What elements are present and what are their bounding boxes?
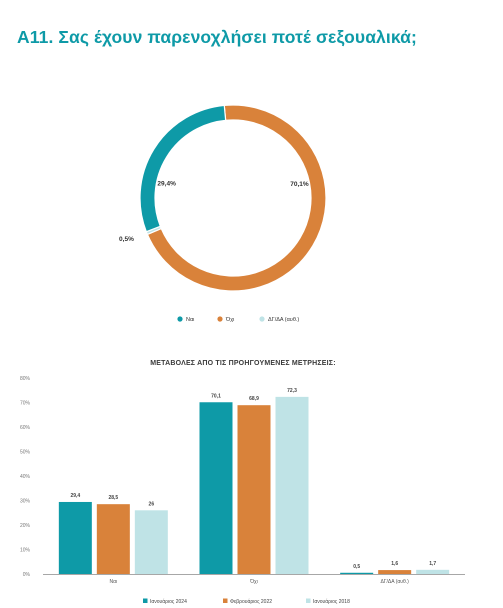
- y-tick-label: 30%: [20, 499, 31, 505]
- bar-nai-series-2: [96, 504, 130, 574]
- bar-legend-series-3: Ιανουάριος 2018: [306, 598, 350, 605]
- bar-nai-series-1: [58, 501, 92, 574]
- donut-chart: 29,4% 70,1% 0,5% Ναι Όχι ΔΓ/ΔΑ (αυθ.): [119, 104, 327, 323]
- bar-dk-series-3: [416, 569, 450, 574]
- bar-dk-series-1: [340, 572, 374, 574]
- bar-value-label-dk-series-3: 1,7: [429, 561, 436, 567]
- donut-slice-nai: [139, 104, 227, 233]
- legend-nai-label: Ναι: [186, 317, 195, 323]
- bar-legend-series-1: Ιανουάριος 2024: [143, 598, 187, 605]
- legend-dk-label: ΔΓ/ΔΑ (αυθ.): [268, 317, 299, 323]
- bar-dk-series-2: [378, 570, 412, 574]
- bar-legend-swatch-1: [143, 598, 148, 603]
- bar-value-label-dk-series-1: 0,5: [353, 564, 360, 570]
- bar-oxi-series-2: [237, 405, 271, 574]
- legend-oxi-label: Όχι: [225, 317, 235, 323]
- bar-value-label-oxi-series-2: 68,9: [249, 396, 259, 402]
- x-tick-label-nai: Ναι: [110, 579, 118, 585]
- legend-nai: Ναι: [177, 316, 195, 323]
- x-tick-label-oxi: Όχι: [249, 579, 258, 585]
- donut-label-dk: 0,5%: [119, 236, 134, 243]
- bar-chart-title: ΜΕΤΑΒΟΛΕΣ ΑΠΟ ΤΙΣ ΠΡΟΗΓΟΥΜΕΝΕΣ ΜΕΤΡΗΣΕΙΣ…: [150, 360, 335, 367]
- bar-value-label-nai-series-2: 28,5: [108, 495, 118, 501]
- bar-value-label-oxi-series-1: 70,1: [211, 393, 221, 399]
- bar-oxi-series-1: [199, 402, 233, 574]
- bar-oxi-series-3: [275, 396, 309, 574]
- donut-label-oxi: 70,1%: [290, 181, 309, 188]
- bar-value-label-dk-series-2: 1,6: [391, 561, 398, 567]
- y-tick-label: 60%: [20, 425, 31, 431]
- donut-label-nai: 29,4%: [157, 181, 176, 188]
- bar-legend-swatch-3: [306, 598, 311, 603]
- y-tick-label: 40%: [20, 474, 31, 480]
- y-tick-label: 20%: [20, 523, 31, 529]
- bar-value-label-nai-series-1: 29,4: [70, 493, 80, 499]
- legend-dk: ΔΓ/ΔΑ (αυθ.): [259, 316, 299, 323]
- y-tick-label: 50%: [20, 450, 31, 456]
- bar-nai-series-3: [134, 510, 168, 574]
- x-tick-label-dk: ΔΓ/ΔΑ (αυθ.): [380, 579, 409, 585]
- bar-legend-series-2: Φεβρουάριος 2022: [223, 598, 272, 605]
- bar-legend-label-3: Ιανουάριος 2018: [313, 598, 350, 605]
- bar-value-label-oxi-series-3: 72,3: [287, 388, 297, 394]
- y-tick-label: 70%: [20, 401, 31, 407]
- legend-dk-swatch: [259, 316, 265, 322]
- y-tick-label: 0%: [23, 572, 31, 578]
- y-tick-label: 10%: [20, 548, 31, 554]
- legend-oxi: Όχι: [217, 316, 235, 323]
- legend-oxi-swatch: [217, 316, 223, 322]
- bar-legend-label-2: Φεβρουάριος 2022: [230, 598, 272, 605]
- bar-legend-swatch-2: [223, 598, 228, 603]
- y-tick-label: 80%: [20, 376, 31, 382]
- page-title: A11. Σας έχουν παρενοχλήσει ποτέ σεξουαλ…: [17, 27, 417, 47]
- bar-legend-label-1: Ιανουάριος 2024: [150, 598, 187, 605]
- legend-nai-swatch: [177, 316, 183, 322]
- bar-value-label-nai-series-3: 26: [149, 501, 155, 507]
